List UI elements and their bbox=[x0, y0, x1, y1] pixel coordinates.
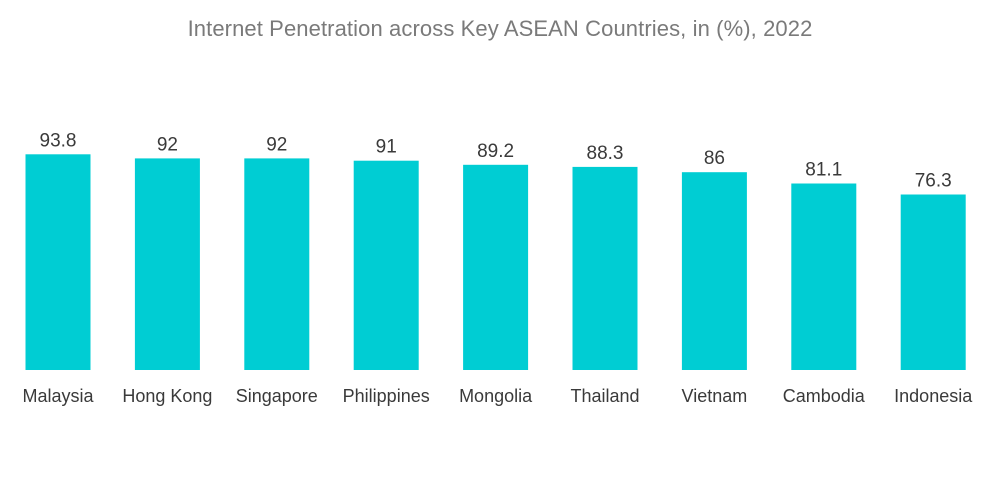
data-label: 89.2 bbox=[477, 141, 514, 162]
bar-mongolia bbox=[463, 164, 529, 370]
chart-title: Internet Penetration across Key ASEAN Co… bbox=[187, 16, 813, 41]
x-tick-label: Thailand bbox=[570, 386, 639, 406]
data-label: 92 bbox=[157, 134, 178, 155]
data-label: 86 bbox=[704, 148, 725, 169]
data-label: 88.3 bbox=[587, 143, 624, 164]
x-tick-label: Vietnam bbox=[682, 386, 748, 406]
data-label: 93.8 bbox=[40, 130, 77, 151]
bar-vietnam bbox=[681, 172, 747, 370]
data-label: 91 bbox=[376, 137, 397, 158]
x-tick-label: Singapore bbox=[236, 386, 318, 406]
bar-cambodia bbox=[791, 183, 857, 370]
bar-thailand bbox=[572, 166, 638, 370]
bar-philippines bbox=[353, 160, 419, 370]
x-tick-label: Indonesia bbox=[894, 386, 973, 406]
bar-hong-kong bbox=[134, 158, 200, 370]
data-label: 76.3 bbox=[915, 171, 952, 192]
x-tick-label: Malaysia bbox=[22, 386, 94, 406]
x-tick-label: Mongolia bbox=[459, 386, 533, 406]
data-label: 92 bbox=[266, 134, 287, 155]
bar-singapore bbox=[244, 158, 310, 370]
bar-indonesia bbox=[900, 194, 966, 370]
x-tick-label: Hong Kong bbox=[122, 386, 212, 406]
x-tick-label: Philippines bbox=[343, 386, 430, 406]
bar-malaysia bbox=[25, 154, 91, 370]
x-tick-label: Cambodia bbox=[783, 386, 866, 406]
data-label: 81.1 bbox=[805, 160, 842, 181]
